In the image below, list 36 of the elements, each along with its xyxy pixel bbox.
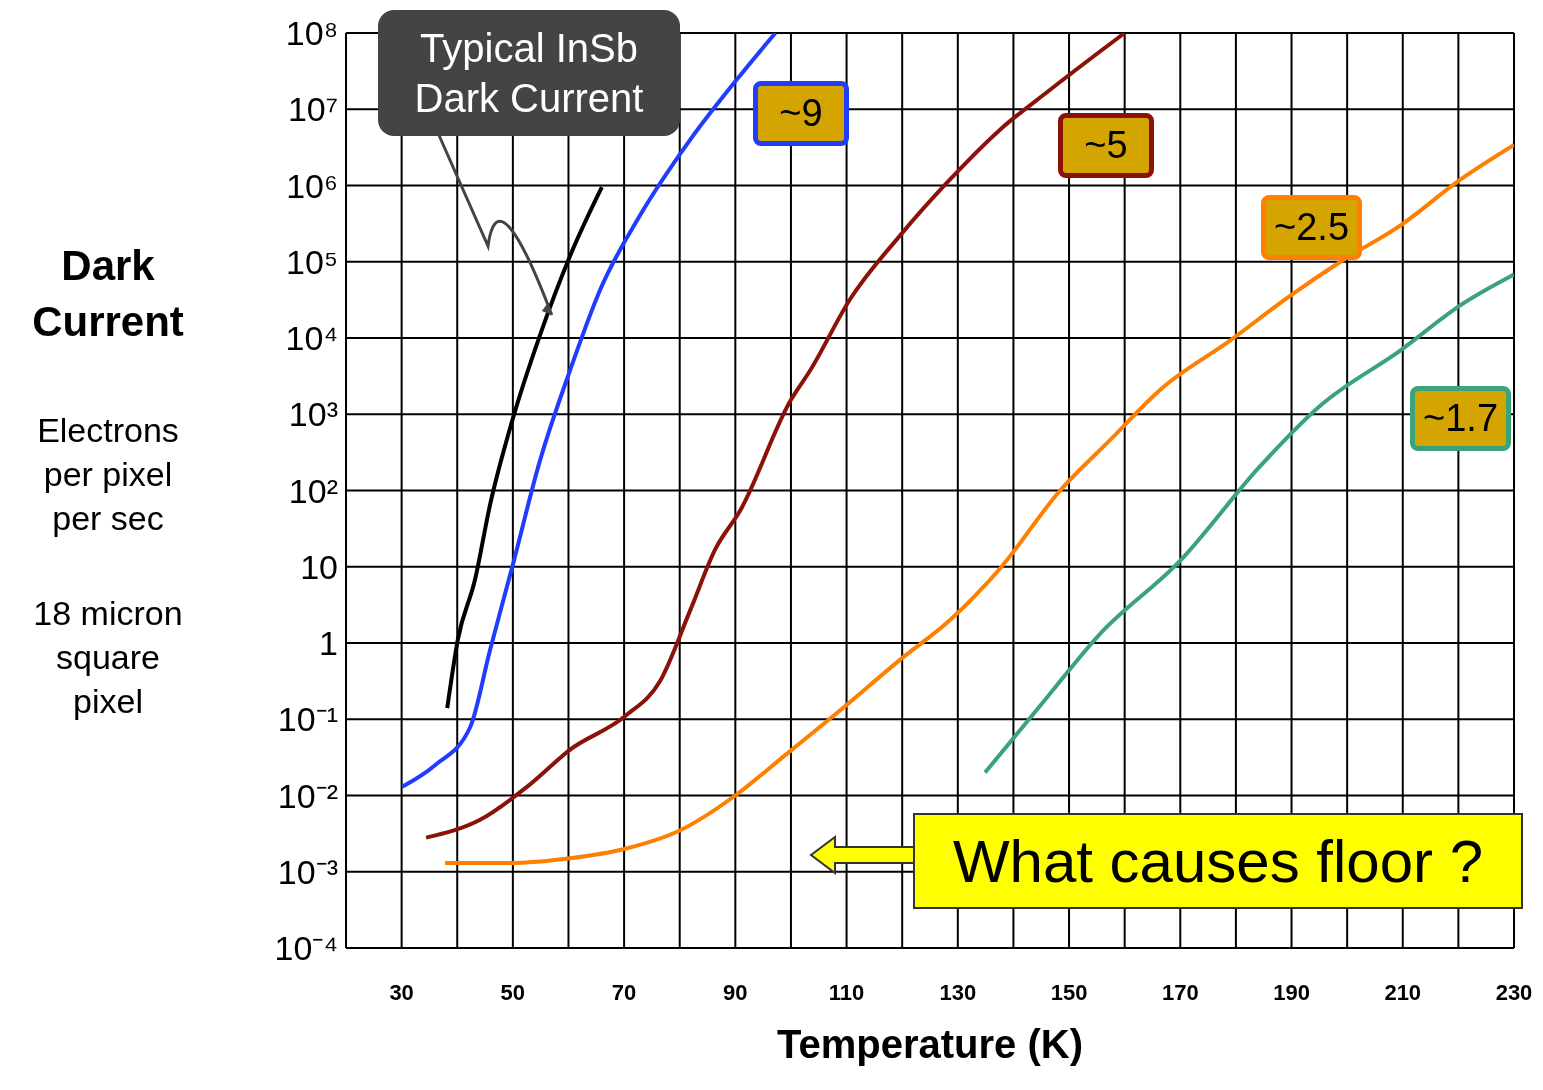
y-tick-label: 10⁴: [285, 319, 338, 358]
y-tick-label: 10⁻³: [277, 852, 338, 891]
annotation: What causes floor ?: [913, 813, 1523, 909]
text: 18 micron square pixel: [32, 593, 184, 722]
text: Electrons per pixel per sec: [36, 410, 180, 539]
y-tick-label: 10⁻⁴: [274, 929, 338, 968]
x-tick-label: 190: [1273, 979, 1310, 1005]
x-tick-label: 170: [1161, 979, 1199, 1005]
y-tick-label: 10⁵: [286, 242, 338, 281]
line-series: [400, 33, 778, 789]
x-tick-label: 230: [1495, 979, 1533, 1005]
y-tick-label: 10: [300, 547, 338, 586]
y-tick-label: 10³: [288, 395, 338, 434]
x-tick-label: 150: [1050, 979, 1088, 1005]
x-tick-label: 30: [389, 979, 414, 1005]
y-tick-label: 10⁻¹: [277, 700, 338, 739]
x-tick-label: 90: [723, 979, 748, 1005]
y-tick-label: 10⁶: [286, 166, 338, 205]
x-tick-label: 130: [939, 979, 977, 1005]
x-axis-title: Temperature (K): [776, 1022, 1084, 1067]
x-tick-label: 210: [1384, 979, 1422, 1005]
y-tick-label: 10⁷: [287, 90, 338, 129]
y-tick-label: 10⁸: [285, 14, 338, 53]
annotation: ~9: [753, 81, 849, 146]
x-tick-label: 70: [611, 979, 637, 1005]
annotation: ~5: [1058, 113, 1154, 178]
annotation: ~1.7: [1410, 386, 1512, 451]
x-tick-label: 110: [828, 979, 865, 1005]
line-series: [983, 272, 1514, 775]
y-axis-title: Dark Current: [31, 241, 185, 347]
annotation: ~2.5: [1261, 195, 1363, 260]
x-tick-label: 50: [500, 979, 526, 1005]
y-tick-label: 1: [319, 624, 338, 663]
annotation: Typical InSb Dark Current: [378, 10, 680, 136]
y-tick-label: 10⁻²: [277, 776, 338, 815]
y-tick-label: 10²: [288, 471, 338, 510]
